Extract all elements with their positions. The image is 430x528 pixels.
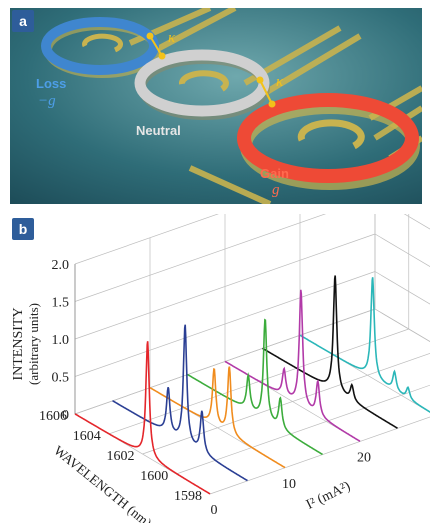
grid-line bbox=[176, 369, 430, 474]
y-tick-label: 1598 bbox=[174, 489, 202, 504]
gain-label: Gain bbox=[260, 166, 289, 181]
z-tick-label: 1.5 bbox=[52, 296, 70, 311]
x-axis-label: I² (mA²) bbox=[304, 479, 353, 513]
x-tick-label: 20 bbox=[357, 451, 371, 466]
grid-line bbox=[375, 214, 430, 277]
grid-line bbox=[143, 349, 430, 454]
gain-symbol: g bbox=[272, 182, 280, 198]
panel-a-badge: a bbox=[12, 10, 34, 32]
grid-line bbox=[375, 234, 430, 314]
grid-line bbox=[375, 309, 430, 389]
grid-line bbox=[375, 272, 430, 352]
y-tick-label: 1604 bbox=[73, 429, 101, 444]
x-tick-label: 0 bbox=[211, 503, 218, 518]
panel-b-badge: b bbox=[12, 218, 34, 240]
z-tick-label: 0.5 bbox=[52, 371, 70, 386]
spectra-chart: 00.51.01.52.0159816001602160416060102030… bbox=[0, 214, 430, 523]
panel-a-illustration: κ κ Loss −g Neutral Gain g bbox=[10, 8, 422, 204]
x-tick-label: 10 bbox=[282, 477, 296, 492]
grid-line bbox=[375, 214, 430, 239]
ring-resonator-illustration: κ κ Loss −g Neutral Gain g bbox=[10, 8, 422, 204]
z-tick-label: 1.0 bbox=[52, 333, 70, 348]
y-tick-label: 1606 bbox=[39, 409, 67, 424]
loss-symbol: −g bbox=[38, 93, 56, 109]
panel-b-chart: 00.51.01.52.0159816001602160416060102030… bbox=[0, 214, 430, 523]
y-axis-label: WAVELENGTH (nm) bbox=[51, 443, 154, 523]
neutral-label: Neutral bbox=[136, 123, 181, 138]
z-tick-label: 2.0 bbox=[52, 258, 70, 273]
kappa-label-1: κ bbox=[168, 30, 176, 46]
z-axis-sublabel: (arbitrary units) bbox=[26, 303, 41, 385]
grid-line bbox=[375, 309, 430, 389]
loss-label: Loss bbox=[36, 76, 66, 91]
y-tick-label: 1600 bbox=[140, 469, 168, 484]
y-tick-label: 1602 bbox=[107, 449, 135, 464]
kappa-label-2: κ bbox=[276, 74, 284, 90]
z-axis-label: INTENSITY bbox=[11, 307, 26, 380]
